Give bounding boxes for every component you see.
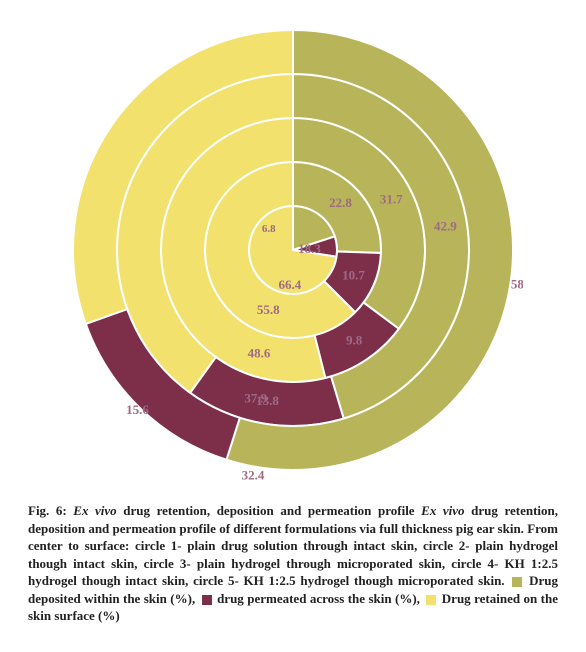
legend-swatch — [426, 595, 436, 605]
ring-value-label: 55.8 — [257, 302, 280, 317]
figure-caption: Fig. 6: Ex vivo drug retention, depositi… — [28, 502, 558, 625]
ring-value-label: 32.4 — [242, 467, 265, 480]
ring-value-label: 9.8 — [346, 332, 363, 347]
ring-value-label: 48.6 — [248, 346, 271, 361]
ring-value-label: 42.9 — [434, 219, 457, 234]
ring-value-label: 58.4 — [511, 276, 523, 291]
ring-value-label: 66.4 — [278, 277, 301, 292]
ring-value-label: 22.8 — [329, 195, 352, 210]
legend-swatch — [202, 595, 212, 605]
nested-pie-chart: 18.36.866.422.810.755.831.79.848.642.913… — [63, 20, 523, 480]
caption-body: Ex vivo drug retention, deposition and p… — [28, 503, 558, 623]
ring-value-label: 6.8 — [262, 223, 276, 235]
ring-value-label: 37.9 — [244, 390, 267, 405]
ring-value-label: 31.7 — [380, 192, 403, 207]
ring-value-label: 15.6 — [126, 402, 149, 417]
caption-title-italic: Ex vivo — [73, 503, 116, 518]
ring-value-label: 18.3 — [298, 241, 321, 256]
caption-fig-label: Fig. 6: Ex vivo drug retention, depositi… — [28, 503, 415, 518]
ring-value-label: 10.7 — [342, 267, 365, 282]
legend-swatch — [512, 577, 522, 587]
